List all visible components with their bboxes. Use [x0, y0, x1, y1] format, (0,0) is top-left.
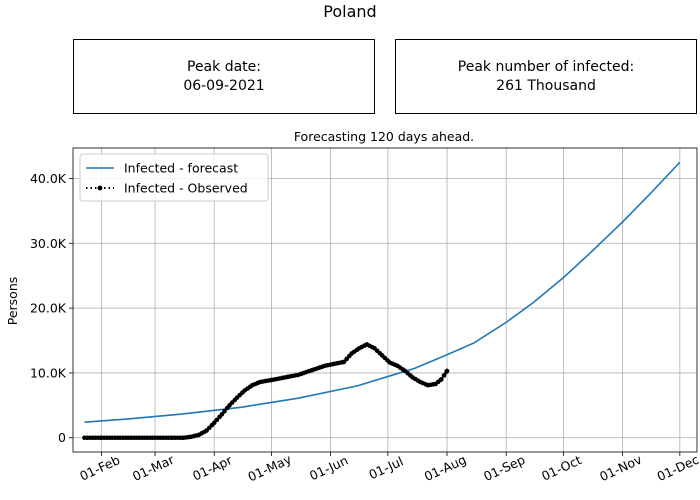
x-tick-label: 01-Apr [190, 452, 235, 484]
legend-observed-label: Infected - Observed [124, 181, 248, 196]
y-tick-label: 20.0K [30, 301, 67, 316]
x-tick-label: 01-Aug [422, 452, 469, 484]
legend-frame [79, 153, 269, 202]
x-tick-label: 01-Feb [77, 452, 122, 484]
series-observed-line [84, 342, 449, 440]
peak-infected-label: Peak number of infected: [457, 58, 635, 75]
observed-point [344, 356, 349, 362]
x-tick-label: 01-Dec [655, 452, 700, 484]
x-tick-label: 01-Nov [597, 451, 644, 484]
observed-point [341, 359, 347, 365]
legend-forecast-label: Infected - forecast [124, 161, 238, 176]
observed-point [444, 368, 450, 374]
series-forecast-line [84, 161, 681, 423]
x-tick-label: 01-Oct [539, 452, 584, 484]
chart-title: Forecasting 120 days ahead. [294, 129, 474, 144]
peak-infected-box: Peak number of infected: 261 Thousand [395, 39, 697, 114]
x-tick-label: 01-Jul [366, 453, 405, 482]
observed-point [222, 408, 227, 414]
peak-infected-value: 261 Thousand [496, 77, 596, 94]
chart-suptitle: Poland [323, 2, 377, 21]
peak-date-label: Peak date: [187, 58, 261, 75]
x-tick-label: 01-Jun [307, 453, 350, 484]
y-tick-label: 40.0K [30, 171, 67, 186]
peak-date-box: Peak date: 06-09-2021 [73, 39, 375, 114]
y-axis-label: Persons [5, 277, 20, 326]
y-tick-label: 10.0K [30, 365, 67, 380]
x-tick-label: 01-May [245, 451, 294, 484]
x-tick-label: 01-Sep [481, 452, 527, 484]
peak-date-value: 06-09-2021 [183, 77, 265, 94]
legend: Infected - forecast Infected - Observed [79, 153, 269, 202]
legend-observed-marker [97, 185, 103, 191]
y-tick-label: 0 [58, 430, 66, 445]
observed-point [214, 417, 220, 423]
observed-point [438, 377, 444, 382]
observed-point [441, 373, 447, 378]
observed-point [211, 420, 217, 426]
observed-point [219, 412, 225, 417]
x-tick-label: 01-Mar [130, 451, 177, 484]
y-tick-label: 30.0K [30, 236, 67, 251]
series-layer [82, 161, 681, 441]
plot-frame [72, 147, 698, 453]
